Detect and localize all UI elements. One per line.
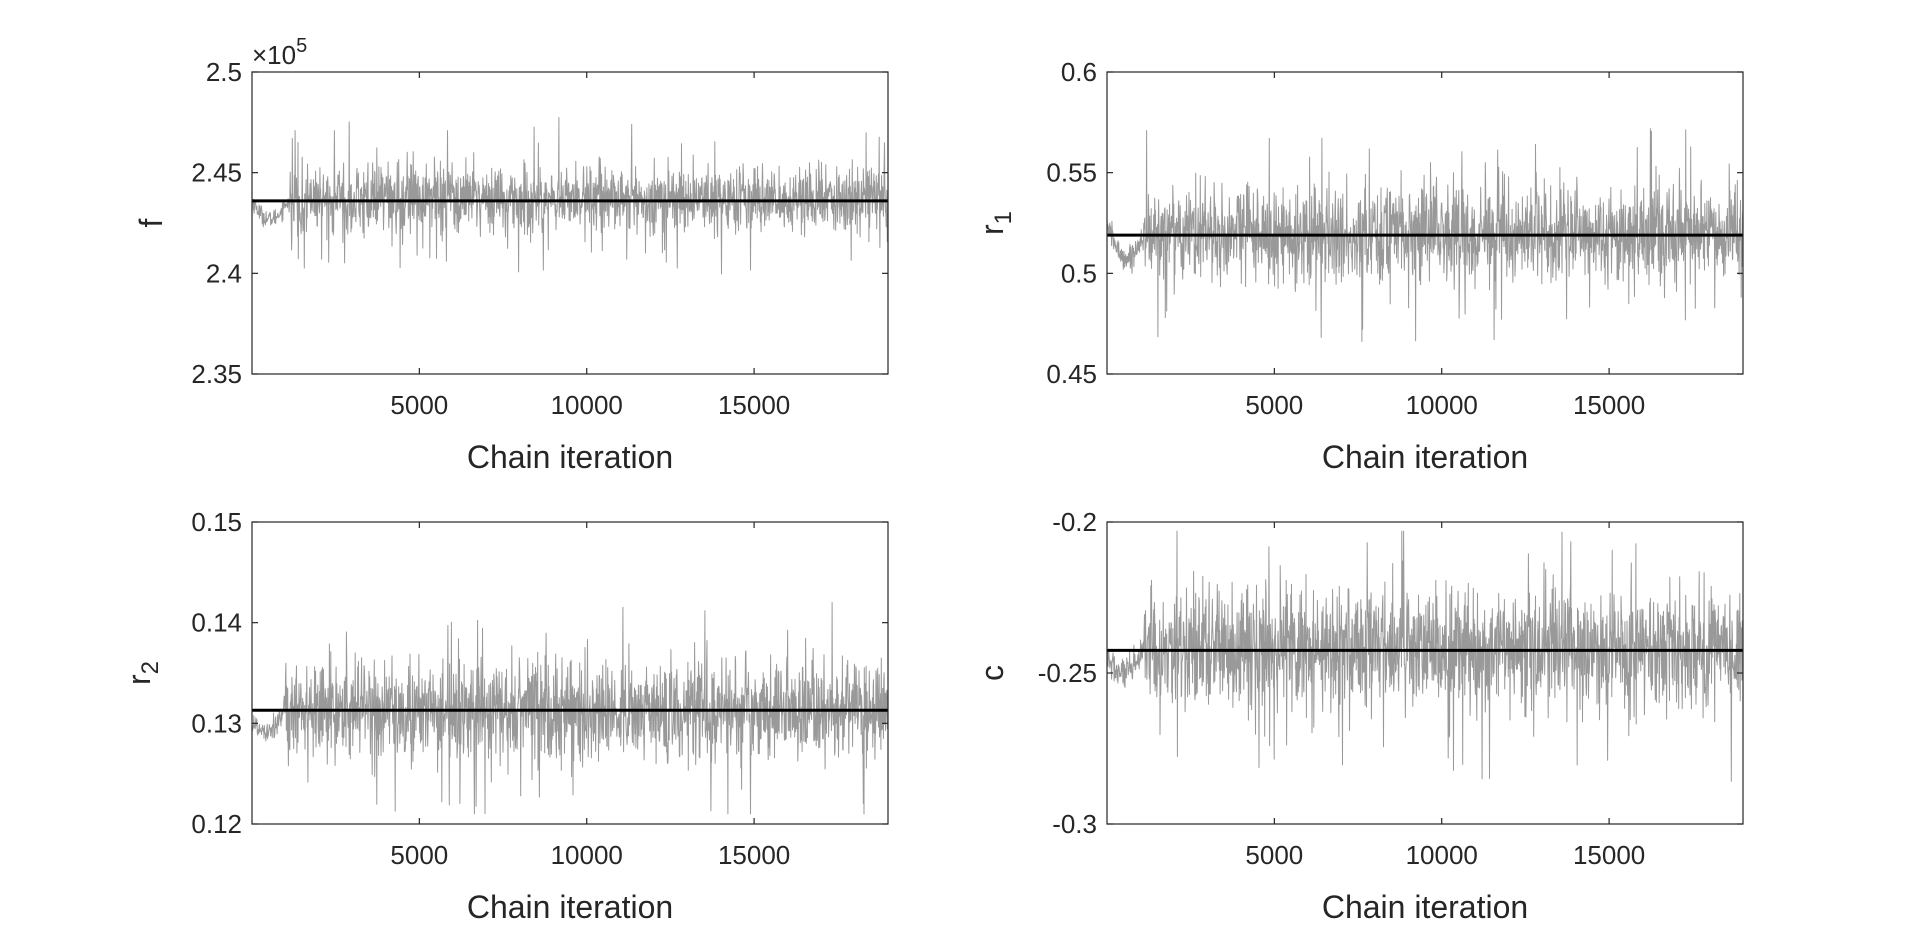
y-tick-label: 2.4	[206, 258, 242, 288]
x-tick-label: 15000	[1573, 840, 1645, 870]
trace-panel-r2: 5000 10000 15000 0.12 0.13 0.14 0.15 Chain ite…	[121, 507, 889, 925]
x-tick-label: 5000	[1245, 840, 1303, 870]
chain-trace	[251, 117, 889, 275]
y-tick-label: 2.5	[206, 57, 242, 87]
trace-panel-r1: 5000 10000 15000 0.45 0.5 0.55 0.6 Chain itera…	[974, 57, 1744, 475]
x-tick-label: 10000	[1406, 840, 1478, 870]
y-tick-label: 0.15	[191, 507, 242, 537]
axes-box	[1106, 71, 1744, 375]
x-tick-label: 5000	[1245, 390, 1303, 420]
y-tick-label: 0.12	[191, 809, 242, 839]
x-tick-label: 10000	[551, 390, 623, 420]
y-tick-label: 2.45	[191, 158, 242, 188]
y-axis-label: r1	[974, 211, 1017, 235]
chain-trace	[251, 602, 889, 815]
trace-panel-f: 5000 10000 15000 2.35 2.4 2.45 2.5 Chain itera…	[133, 35, 889, 475]
y-axis-label: f	[133, 218, 169, 227]
x-tick-label: 5000	[390, 840, 448, 870]
x-axis-label: Chain iteration	[467, 889, 673, 925]
y-tick-label: 0.13	[191, 708, 242, 738]
x-axis-label: Chain iteration	[1322, 439, 1528, 475]
x-tick-label: 5000	[390, 390, 448, 420]
y-tick-label: 0.14	[191, 608, 242, 638]
y-axis-label: r2	[121, 661, 164, 685]
axes-box	[251, 71, 889, 375]
chain-trace	[1106, 530, 1744, 782]
x-axis-label: Chain iteration	[467, 439, 673, 475]
y-tick-label: 0.5	[1061, 258, 1097, 288]
y-tick-label: 0.45	[1046, 359, 1097, 389]
x-tick-label: 15000	[718, 390, 790, 420]
x-tick-label: 10000	[1406, 390, 1478, 420]
y-tick-label: 0.6	[1061, 57, 1097, 87]
y-tick-label: -0.25	[1038, 658, 1097, 688]
y-exponent-label: ×105	[252, 35, 307, 70]
trace-panel-c: 5000 10000 15000 -0.3 -0.25 -0.2 Chain iterat…	[974, 507, 1744, 925]
y-tick-label: 2.35	[191, 359, 242, 389]
y-tick-label: -0.2	[1052, 507, 1097, 537]
axes-box	[251, 521, 889, 825]
y-tick-label: 0.55	[1046, 158, 1097, 188]
x-tick-label: 15000	[718, 840, 790, 870]
x-tick-label: 15000	[1573, 390, 1645, 420]
x-tick-label: 10000	[551, 840, 623, 870]
y-tick-label: -0.3	[1052, 809, 1097, 839]
y-axis-label: c	[974, 665, 1010, 681]
x-axis-label: Chain iteration	[1322, 889, 1528, 925]
